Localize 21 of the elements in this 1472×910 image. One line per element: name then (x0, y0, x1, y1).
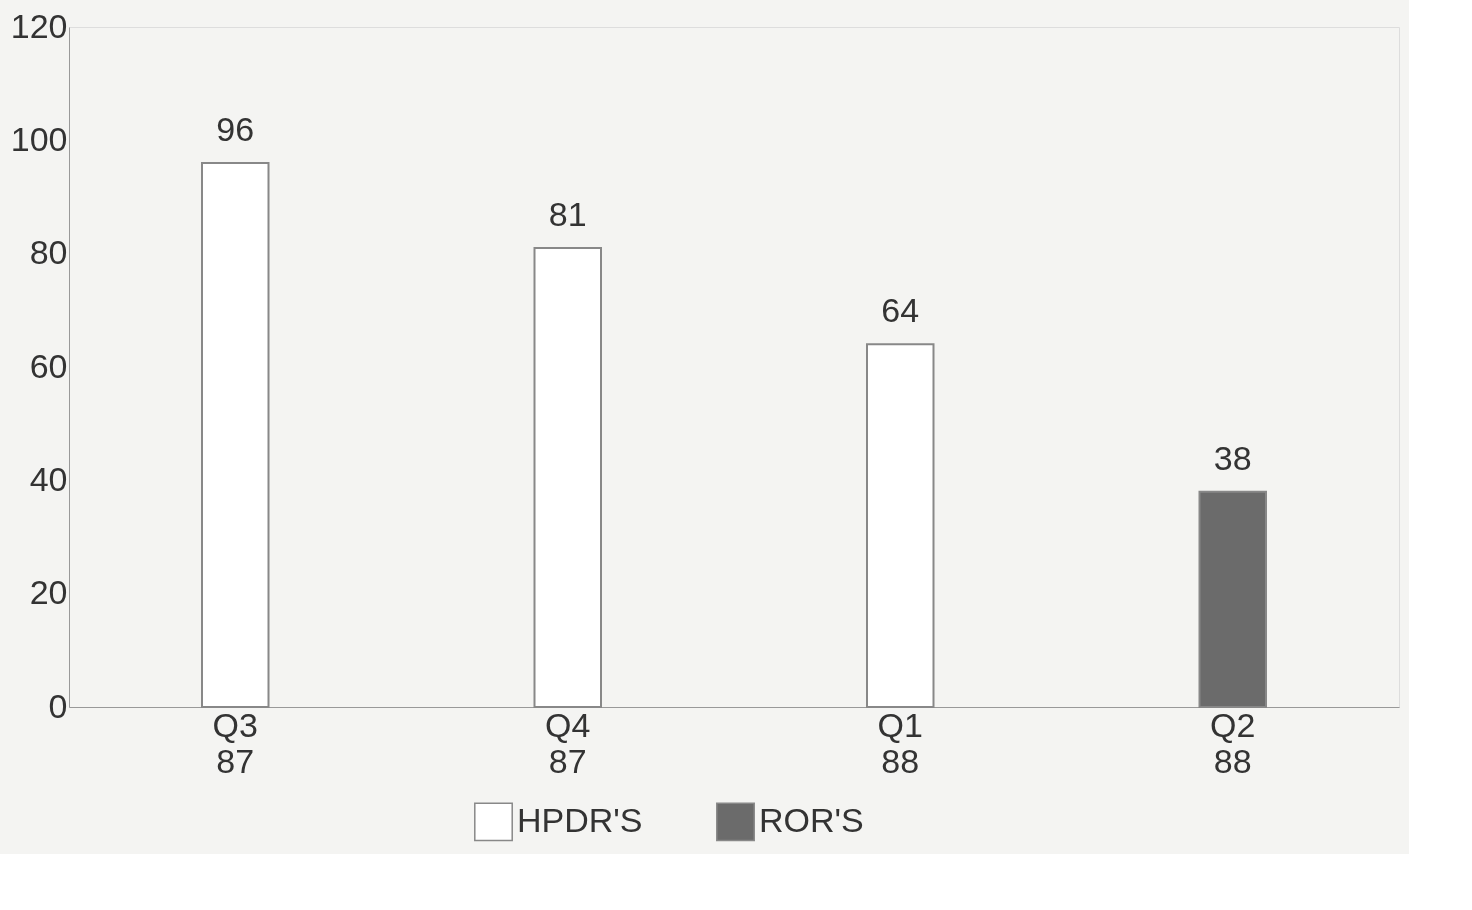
bar (1198, 490, 1267, 708)
data-label: 38 (1213, 438, 1252, 477)
bar (533, 247, 602, 708)
data-label: 96 (216, 110, 255, 148)
y-tick-label: 20 (29, 573, 68, 612)
data-label: 64 (881, 291, 920, 330)
y-tick-label: 120 (10, 6, 68, 45)
x-tick-label: Q4 87 (545, 705, 591, 780)
x-tick-label: Q3 87 (212, 705, 258, 780)
legend-label: ROR'S (759, 800, 864, 839)
data-label: 81 (548, 195, 587, 233)
bar (201, 162, 270, 708)
y-tick-label: 60 (29, 346, 68, 385)
x-tick-label: Q1 88 (877, 705, 923, 780)
y-tick-label: 0 (48, 686, 68, 725)
y-tick-label: 100 (10, 119, 68, 158)
legend-label: HPDR'S (517, 800, 643, 839)
y-tick-label: 40 (29, 459, 68, 498)
y-tick-label: 80 (29, 233, 68, 272)
x-tick-label: Q2 88 (1210, 705, 1256, 780)
bar (866, 343, 935, 708)
